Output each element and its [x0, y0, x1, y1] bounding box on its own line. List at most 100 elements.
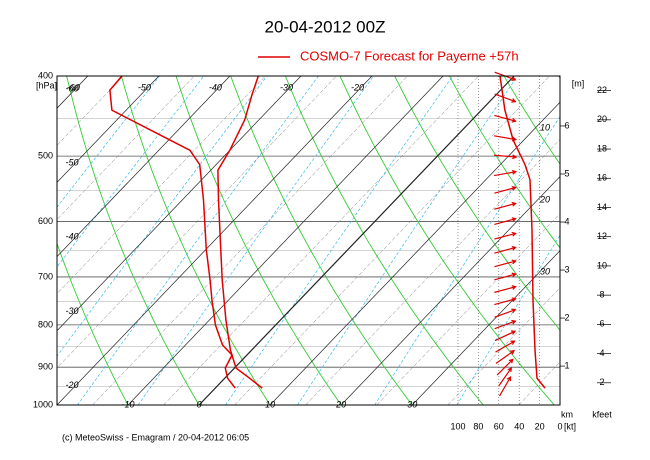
- y-tick-label: 500: [38, 150, 53, 160]
- isotherm-minor: [163, 76, 479, 405]
- height-tick-label: 8: [599, 290, 604, 300]
- height-tick-label: 2: [599, 377, 604, 387]
- mixing-ratio: [137, 76, 374, 405]
- wind-arrow: [494, 185, 517, 194]
- wind-arrow: [498, 366, 513, 387]
- height-tick-label: 10: [597, 260, 607, 270]
- isotherm: [198, 76, 515, 405]
- dry-adiabat: [394, 76, 560, 331]
- profile-line: [217, 75, 263, 389]
- legend-label: COSMO-7 Forecast for Payerne +57h: [300, 48, 519, 63]
- isotherm-minor: [92, 76, 408, 405]
- mixing-ratio: [225, 76, 453, 405]
- isotherm: [57, 76, 231, 258]
- wind-tick-label: 80: [473, 421, 483, 431]
- isotherm: [411, 250, 560, 405]
- isotherm: [127, 76, 444, 405]
- x-tick-label-bottom: 20: [335, 399, 346, 409]
- dry-adiabat: [120, 76, 271, 405]
- isotherm-minor: [57, 76, 337, 369]
- wind-arrow: [494, 245, 517, 254]
- height-tick-label: 16: [597, 173, 607, 183]
- height-tick-label: 20: [597, 114, 607, 124]
- isotherm-minor: [305, 138, 560, 405]
- wind-arrow: [494, 297, 517, 306]
- x-tick-label-top: -50: [138, 82, 151, 92]
- isotherm-minor: [234, 76, 550, 405]
- y-tick-label: 1000: [33, 399, 53, 409]
- wind-arrow: [494, 308, 517, 318]
- isotherm-minor: [447, 287, 560, 405]
- wind-arrow: [494, 135, 518, 142]
- wind-tick-label: 60: [494, 421, 504, 431]
- dry-adiabat: [449, 76, 560, 249]
- wind-tick-label: 40: [514, 421, 524, 431]
- dry-adiabat: [339, 76, 555, 405]
- height-tick-label: 6: [599, 319, 604, 329]
- x-tick-label-left: -20: [65, 380, 78, 390]
- height-tick-label: 22: [597, 85, 607, 95]
- wind-arrow: [494, 217, 517, 226]
- isotherm: [57, 76, 160, 183]
- x-tick-label-bottom: 0: [197, 399, 202, 409]
- height-axis-label: km: [561, 409, 573, 419]
- wind-tick-label: 20: [535, 421, 545, 431]
- isotherm: [340, 175, 560, 405]
- wind-arrow: [494, 114, 517, 123]
- height-axis-top-label: [m]: [572, 78, 585, 88]
- wind-speed-line: [499, 75, 546, 389]
- isotherm-minor: [57, 76, 266, 295]
- height-axis-label: kfeet: [592, 409, 612, 419]
- wind-arrow: [493, 154, 518, 160]
- dry-adiabat: [613, 76, 650, 405]
- isotherm-minor: [518, 361, 560, 405]
- dry-adiabat: [284, 76, 484, 405]
- isotherm-extra: [0, 76, 17, 405]
- wind-arrow: [498, 375, 512, 397]
- x-tick-label-top: -60: [67, 82, 80, 92]
- height-tick-label: 5: [564, 168, 569, 178]
- wind-arrow: [494, 319, 517, 330]
- wind-arrow: [494, 259, 517, 268]
- isotherm: [57, 76, 373, 405]
- profile-line: [109, 75, 236, 389]
- y-tick-label: 800: [38, 319, 53, 329]
- x-tick-label-left: -30: [65, 306, 78, 316]
- isotherm: [57, 76, 302, 332]
- x-tick-label-bottom: -10: [122, 399, 135, 409]
- wind-tick-label: 0: [557, 421, 562, 431]
- height-tick-label: 18: [597, 143, 607, 153]
- x-tick-label-bottom: 30: [407, 399, 417, 409]
- footer: (c) MeteoSwiss - Emagram / 20-04-2012 06…: [62, 432, 249, 442]
- isotherm-minor: [57, 76, 124, 146]
- wind-panel-label: 30: [540, 266, 550, 276]
- wind-arrow: [495, 340, 516, 353]
- wind-arrow: [494, 201, 517, 210]
- y-tick-label: 700: [38, 271, 53, 281]
- wind-arrow: [494, 93, 517, 103]
- height-tick-label: 12: [597, 231, 607, 241]
- height-tick-label: 4: [599, 348, 604, 358]
- isotherm: [269, 101, 560, 405]
- mixing-ratio: [57, 76, 160, 208]
- x-tick-label-top: -30: [280, 82, 293, 92]
- dry-adiabat: [57, 242, 129, 405]
- dry-adiabat: [175, 76, 342, 405]
- height-tick-label: 2: [564, 312, 569, 322]
- dry-adiabat: [57, 403, 58, 405]
- y-axis-label: [hPa]: [36, 80, 57, 90]
- wind-arrow: [495, 350, 516, 364]
- x-tick-label-top: -20: [351, 82, 364, 92]
- height-tick-label: 3: [564, 264, 569, 274]
- y-tick-label: 900: [38, 362, 53, 372]
- wind-tick-label: 100: [450, 421, 465, 431]
- wind-panel-label: 10: [540, 122, 550, 132]
- height-tick-label: 14: [597, 202, 607, 212]
- isotherm-minor: [376, 213, 560, 405]
- height-tick-label: 6: [564, 120, 569, 130]
- x-tick-label-left: -60: [65, 83, 78, 93]
- mixing-ratio: [57, 76, 268, 357]
- dry-adiabat: [66, 76, 200, 405]
- isotherm-minor: [57, 76, 195, 220]
